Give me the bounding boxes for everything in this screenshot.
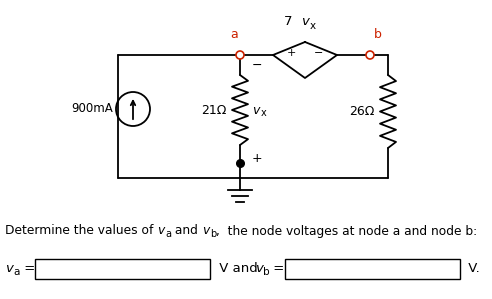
Text: v: v <box>202 225 209 237</box>
Text: −: − <box>314 48 323 58</box>
Text: 26Ω: 26Ω <box>349 105 374 118</box>
Text: v: v <box>301 15 309 28</box>
Text: a: a <box>13 267 19 277</box>
Circle shape <box>236 51 244 59</box>
Text: v: v <box>5 263 13 275</box>
Text: V and: V and <box>215 263 262 275</box>
Text: V.: V. <box>464 263 480 275</box>
Text: b: b <box>263 267 270 277</box>
Text: +: + <box>287 48 296 58</box>
Text: a: a <box>165 229 171 239</box>
Text: v: v <box>255 263 263 275</box>
Text: 900mA: 900mA <box>71 103 113 115</box>
Text: b: b <box>210 229 216 239</box>
Text: v: v <box>157 225 164 237</box>
Text: =: = <box>20 263 35 275</box>
Text: and: and <box>171 225 202 237</box>
Text: x: x <box>310 21 316 31</box>
Text: −: − <box>252 59 263 71</box>
Text: 21Ω: 21Ω <box>201 103 226 117</box>
FancyBboxPatch shape <box>35 259 210 279</box>
Text: =: = <box>269 263 284 275</box>
Text: v: v <box>252 103 259 117</box>
Text: x: x <box>261 108 267 118</box>
Text: ,  the node voltages at node a and node b:: , the node voltages at node a and node b… <box>216 225 477 237</box>
Text: a: a <box>230 28 238 41</box>
Text: Determine the values of: Determine the values of <box>5 225 157 237</box>
FancyBboxPatch shape <box>285 259 460 279</box>
Text: +: + <box>252 152 263 166</box>
Circle shape <box>366 51 374 59</box>
Text: b: b <box>374 28 382 41</box>
Text: 7: 7 <box>284 15 297 28</box>
